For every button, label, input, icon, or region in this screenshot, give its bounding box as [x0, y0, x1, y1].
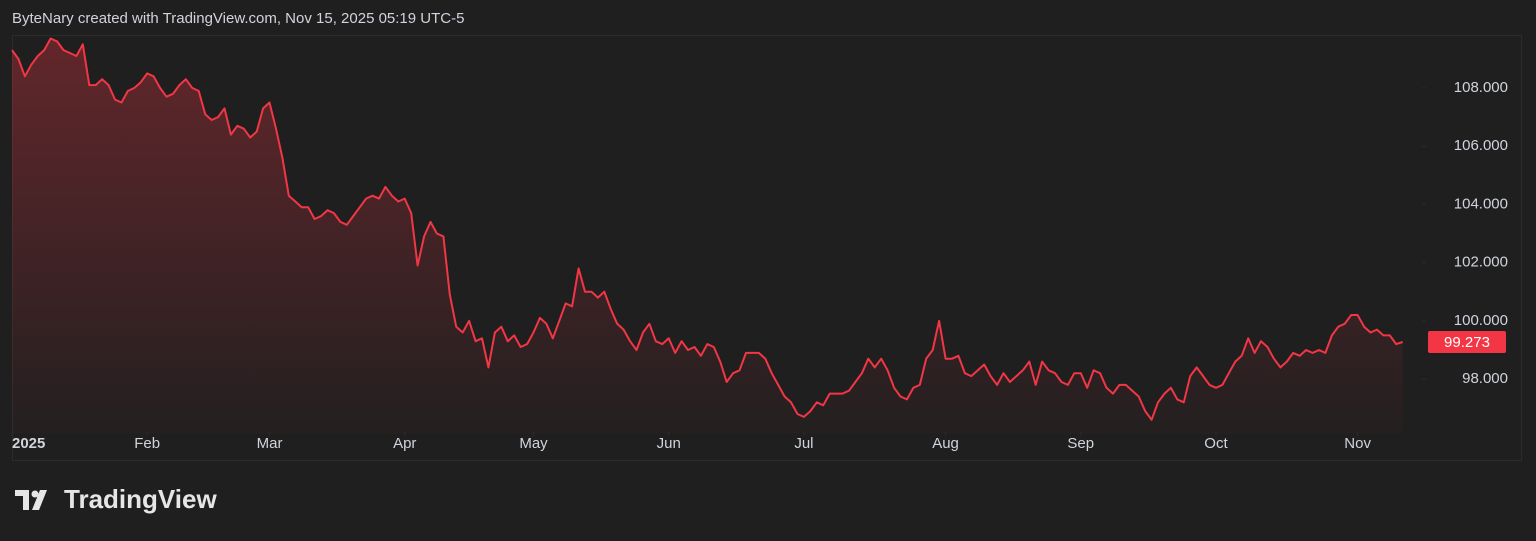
y-tick-label: 100.000: [1454, 312, 1508, 329]
attribution: ByteNary created with TradingView.com, N…: [12, 10, 464, 27]
x-tick-label: Feb: [134, 435, 160, 452]
x-tick-label: Aug: [932, 435, 959, 452]
logo: TradingView: [15, 484, 217, 514]
area-fill: [12, 38, 1403, 434]
x-tick-label: Sep: [1067, 435, 1094, 452]
x-tick-label: May: [519, 435, 548, 452]
last-price-label: 99.273: [1444, 334, 1490, 351]
y-tick-label: 104.000: [1454, 195, 1508, 212]
price-line: [11, 37, 1404, 421]
x-tick-label: Jul: [794, 435, 813, 452]
logo-mark: [32, 490, 47, 510]
logo-mark: [15, 490, 29, 510]
logo-mark: [31, 490, 39, 498]
x-tick-label: Jun: [657, 435, 681, 452]
last-price-box: [1428, 331, 1506, 354]
x-tick-label: Nov: [1344, 435, 1371, 452]
y-tick-label: 98.000: [1462, 370, 1508, 387]
logo-text: TradingView: [64, 484, 217, 514]
x-tick-label: Mar: [257, 435, 283, 452]
y-tick-label: 106.000: [1454, 137, 1508, 154]
x-tick-label: Apr: [393, 435, 416, 452]
x-tick-label: Oct: [1204, 435, 1228, 452]
y-tick-label: 102.000: [1454, 254, 1508, 271]
x-tick-label: 2025: [12, 435, 45, 452]
y-tick-label: 108.000: [1454, 79, 1508, 96]
